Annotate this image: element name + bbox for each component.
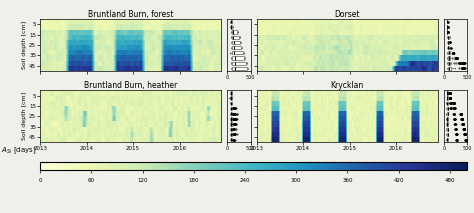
PathPatch shape bbox=[447, 91, 448, 95]
PathPatch shape bbox=[448, 67, 451, 70]
PathPatch shape bbox=[232, 41, 240, 44]
PathPatch shape bbox=[231, 133, 232, 136]
Title: Dorset: Dorset bbox=[335, 10, 360, 19]
PathPatch shape bbox=[448, 36, 449, 39]
PathPatch shape bbox=[231, 117, 232, 121]
PathPatch shape bbox=[447, 117, 448, 121]
PathPatch shape bbox=[232, 36, 238, 39]
PathPatch shape bbox=[447, 96, 448, 100]
PathPatch shape bbox=[447, 128, 448, 131]
PathPatch shape bbox=[232, 67, 247, 70]
PathPatch shape bbox=[231, 128, 232, 131]
PathPatch shape bbox=[231, 112, 232, 115]
PathPatch shape bbox=[447, 112, 448, 115]
PathPatch shape bbox=[230, 20, 232, 23]
PathPatch shape bbox=[232, 51, 243, 55]
Y-axis label: Soil depth [cm]: Soil depth [cm] bbox=[22, 21, 27, 69]
PathPatch shape bbox=[448, 62, 450, 65]
PathPatch shape bbox=[447, 107, 448, 110]
PathPatch shape bbox=[231, 102, 232, 105]
PathPatch shape bbox=[231, 138, 232, 141]
PathPatch shape bbox=[231, 91, 232, 95]
PathPatch shape bbox=[447, 133, 448, 136]
PathPatch shape bbox=[448, 46, 449, 49]
PathPatch shape bbox=[447, 122, 448, 126]
Title: Krycklan: Krycklan bbox=[330, 81, 364, 90]
PathPatch shape bbox=[232, 62, 246, 65]
Y-axis label: Soil depth [cm]: Soil depth [cm] bbox=[22, 92, 27, 140]
Title: Bruntland Burn, heather: Bruntland Burn, heather bbox=[84, 81, 177, 90]
PathPatch shape bbox=[448, 41, 449, 44]
PathPatch shape bbox=[232, 46, 241, 49]
PathPatch shape bbox=[231, 107, 232, 110]
Text: $A_{Si}$ [days]: $A_{Si}$ [days] bbox=[0, 146, 36, 156]
PathPatch shape bbox=[232, 30, 237, 34]
PathPatch shape bbox=[448, 56, 450, 60]
PathPatch shape bbox=[447, 138, 448, 141]
Title: Bruntland Burn, forest: Bruntland Burn, forest bbox=[88, 10, 173, 19]
PathPatch shape bbox=[232, 56, 244, 60]
PathPatch shape bbox=[231, 122, 232, 126]
PathPatch shape bbox=[230, 25, 232, 29]
PathPatch shape bbox=[448, 51, 450, 55]
PathPatch shape bbox=[447, 102, 448, 105]
